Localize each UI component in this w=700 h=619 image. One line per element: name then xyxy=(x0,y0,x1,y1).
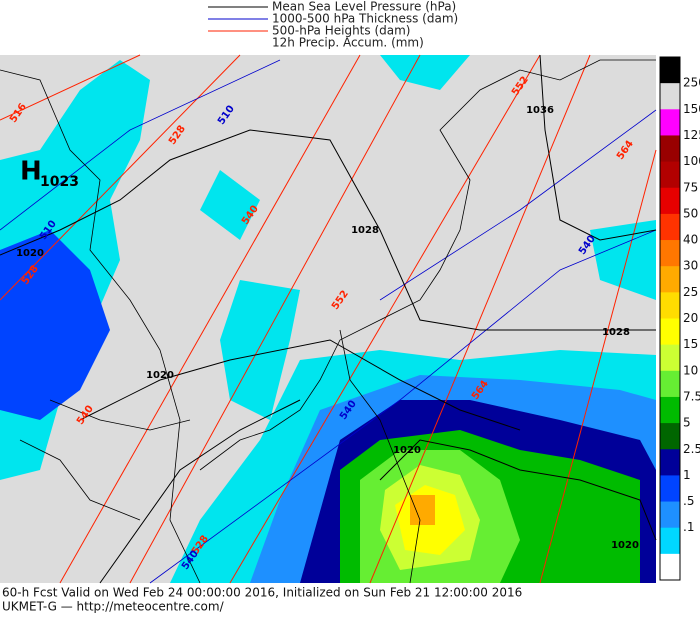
colorbar-frame xyxy=(659,56,681,581)
high-value: 1023 xyxy=(40,174,79,190)
legend-label: 500-hPa Heights (dam) xyxy=(272,24,410,38)
footer-line: 60-h Fcst Valid on Wed Feb 24 00:00:00 2… xyxy=(2,586,522,600)
high-letter: H xyxy=(20,157,42,187)
colorbar-segment xyxy=(660,292,680,319)
colorbar-segment xyxy=(660,344,680,372)
colorbar-label: 20 xyxy=(683,311,698,325)
colorbar-label: 25 xyxy=(683,285,698,299)
map xyxy=(0,54,657,584)
colorbar-segment xyxy=(660,57,680,84)
precip-blue xyxy=(0,230,110,420)
precip-cyan xyxy=(220,280,300,420)
pressure-contours xyxy=(0,54,657,584)
colorbar-label: 40 xyxy=(683,233,698,247)
coastlines xyxy=(0,59,656,584)
colorbar-label: 100 xyxy=(683,154,700,168)
colorbar-segment xyxy=(660,266,680,293)
legend-label: Mean Sea Level Pressure (hPa) xyxy=(272,0,456,14)
height-contours xyxy=(0,54,657,584)
colorbar-segment xyxy=(660,161,680,189)
colorbar-label: 75 xyxy=(683,180,698,194)
colorbar-segment xyxy=(660,240,680,267)
colorbar-segment xyxy=(660,475,680,503)
colorbar-segment xyxy=(660,396,680,424)
colorbar-label: 50 xyxy=(683,206,698,220)
footer-line: UKMET-G — http://meteocentre.com/ xyxy=(2,600,225,614)
colorbar-label: 10 xyxy=(683,363,698,377)
precip-orange xyxy=(410,495,435,525)
colorbar-segment xyxy=(660,449,680,476)
colorbar-segment xyxy=(660,83,680,110)
colorbar-label: 150 xyxy=(683,102,700,116)
precip-cyan xyxy=(590,220,656,300)
legend-label: 12h Precip. Accum. (mm) xyxy=(272,36,424,50)
colorbar-segment xyxy=(660,423,680,450)
contour-label: 1036 xyxy=(526,105,554,116)
colorbar-label: .5 xyxy=(683,494,694,508)
contour-label: 1020 xyxy=(146,370,174,381)
colorbar-label: 5 xyxy=(683,416,691,430)
colorbar-segment xyxy=(660,187,680,215)
contour-label: 1028 xyxy=(602,327,630,338)
contour-label: 1020 xyxy=(16,248,44,259)
legend-label: 1000-500 hPa Thickness (dam) xyxy=(272,12,458,26)
precip-cyan xyxy=(200,170,260,240)
colorbar-label: 7.5 xyxy=(683,389,700,403)
colorbar-label: 2.5 xyxy=(683,442,700,456)
colorbar-label: 250 xyxy=(683,76,700,90)
contour-label: 1028 xyxy=(351,225,379,236)
thickness-contours xyxy=(0,59,657,584)
colorbar-segment xyxy=(660,527,680,555)
colorbar-label: 15 xyxy=(683,337,698,351)
colorbar-label: 30 xyxy=(683,259,698,273)
colorbar-segment xyxy=(660,370,680,398)
colorbar-label: .1 xyxy=(683,520,694,534)
colorbar-segment xyxy=(660,501,680,529)
contour-label: 1020 xyxy=(393,445,421,456)
colorbar: 250 150 125 100 75 50 40 30 25 20 15 10 7.5 5 2.5 1 .5 .1 xyxy=(659,56,700,581)
colorbar-segment xyxy=(660,318,680,346)
colorbar-segment xyxy=(660,135,680,163)
colorbar-segment xyxy=(660,553,680,581)
contour-label: 1020 xyxy=(611,540,639,551)
colorbar-segment xyxy=(660,213,680,241)
colorbar-label: 1 xyxy=(683,468,691,482)
legend: Mean Sea Level Pressure (hPa)1000-500 hP… xyxy=(208,0,458,50)
colorbar-label: 125 xyxy=(683,128,700,142)
precip-cyan xyxy=(380,55,470,90)
colorbar-segment xyxy=(660,109,680,136)
